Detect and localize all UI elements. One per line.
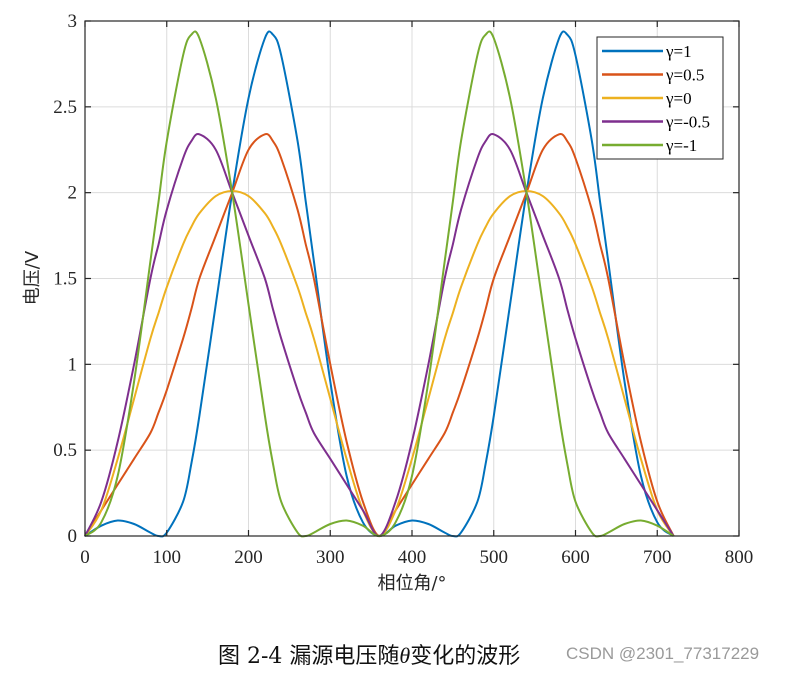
legend-entry-label: γ=-0.5 [665,113,710,132]
watermark: CSDN @2301_77317229 [566,644,760,663]
legend-entry-label: γ=-1 [665,136,697,155]
x-tick-label: 600 [561,547,590,568]
y-axis-label: 电压/V [22,250,43,305]
y-tick-label: 1 [68,354,78,375]
y-tick-label: 0 [68,526,78,547]
y-tick-label: 0.5 [53,440,77,461]
series-line [84,190,675,537]
caption-prefix: 图 2-4 漏源电压随 [218,644,400,669]
y-tick-label: 2 [68,183,78,204]
x-tick-label: 800 [725,547,754,568]
x-tick-label: 200 [234,547,263,568]
series-line [84,133,675,537]
x-tick-label: 100 [153,547,182,568]
x-tick-label: 700 [643,547,672,568]
y-tick-label: 1.5 [53,269,77,290]
line-chart: 0 100 200 300 400 500 600 700 800 0 0.5 1 1.5 2 2.5 3 相… [22,11,753,594]
x-axis-label: 相位角/° [377,573,446,594]
x-tick-label: 300 [316,547,345,568]
legend: γ=1 γ=0.5 γ=0 γ=-0.5 γ=-1 [596,36,724,160]
x-tick-label: 500 [480,547,509,568]
y-tick-label: 3 [68,11,78,32]
caption-suffix: 变化的波形 [410,644,521,669]
x-tick-label: 400 [398,547,427,568]
x-tick-label: 0 [80,547,90,568]
figure-caption: 图 2-4 漏源电压随θ变化的波形 [218,638,520,670]
y-tick-label: 2.5 [53,97,77,118]
series-line [84,133,675,537]
legend-entry-label: γ=1 [665,42,692,61]
legend-entry-label: γ=0 [665,89,692,108]
legend-entry-label: γ=0.5 [665,66,704,85]
caption-theta-symbol: θ [399,643,411,668]
axis-ticks: 0 100 200 300 400 500 600 700 800 0 0.5 1 1.5 2 2.5 3 [53,11,753,568]
